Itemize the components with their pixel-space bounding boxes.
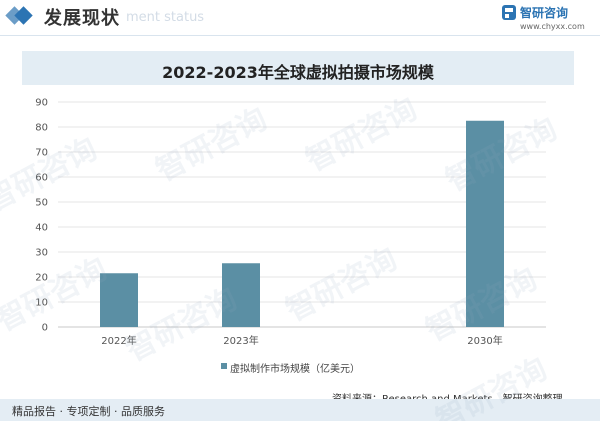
y-tick-label: 20 <box>35 273 48 284</box>
header-divider <box>0 35 600 36</box>
logo-url: www.chyxx.com <box>520 22 585 31</box>
y-tick-label: 90 <box>35 98 48 109</box>
legend-label: 虚拟制作市场规模（亿美元） <box>230 364 360 375</box>
y-tick-label: 60 <box>35 173 48 184</box>
bar <box>100 273 138 327</box>
y-tick-label: 70 <box>35 148 48 159</box>
logo-icon <box>502 5 516 20</box>
y-tick-label: 80 <box>35 123 48 134</box>
legend-swatch <box>221 363 227 369</box>
y-tick-label: 10 <box>35 298 48 309</box>
x-tick-label: 2022年 <box>101 334 136 347</box>
bar <box>222 263 260 327</box>
y-tick-label: 30 <box>35 248 48 259</box>
footer-text: 精品报告 · 专项定制 · 品质服务 <box>12 405 165 418</box>
y-tick-label: 40 <box>35 223 48 234</box>
logo-name: 智研咨询 <box>520 6 569 20</box>
section-subtitle: ment status <box>126 10 205 25</box>
y-tick-label: 0 <box>42 323 48 334</box>
chart-title: 2022-2023年全球虚拟拍摄市场规模 <box>162 63 434 82</box>
brand-logo: 智研咨询 www.chyxx.com <box>502 4 598 36</box>
bar <box>466 120 504 327</box>
footer-bar: 精品报告 · 专项定制 · 品质服务 <box>0 399 600 421</box>
section-header: 发展现状 ment status <box>0 0 600 36</box>
x-tick-label: 2023年 <box>223 334 258 347</box>
y-tick-label: 50 <box>35 198 48 209</box>
x-tick-label: 2030年 <box>467 334 502 347</box>
section-title: 发展现状 <box>44 8 120 29</box>
chart-title-band: 2022-2023年全球虚拟拍摄市场规模 <box>22 51 574 85</box>
